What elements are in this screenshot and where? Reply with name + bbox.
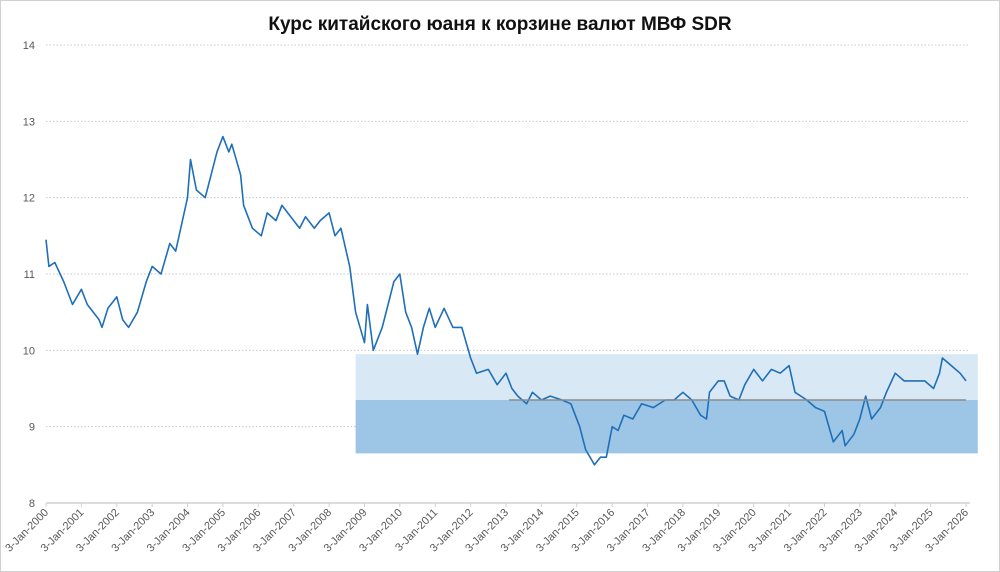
y-tick-label: 9 — [29, 422, 35, 434]
range-band — [355, 399, 978, 454]
chart-title: Курс китайского юаня к корзине валют МВФ… — [268, 14, 732, 35]
y-tick-label: 14 — [23, 40, 35, 52]
y-tick-label: 13 — [23, 116, 35, 128]
y-tick-label: 10 — [23, 345, 35, 357]
range-band — [355, 354, 978, 400]
series-line — [45, 135, 967, 466]
y-tick-label: 12 — [23, 193, 35, 205]
y-tick-label: 11 — [24, 269, 35, 281]
y-tick-label: 8 — [29, 498, 35, 510]
